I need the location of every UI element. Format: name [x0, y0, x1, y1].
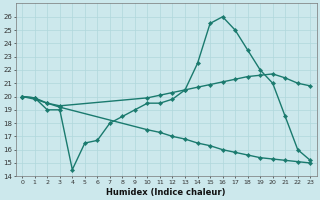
X-axis label: Humidex (Indice chaleur): Humidex (Indice chaleur): [107, 188, 226, 197]
